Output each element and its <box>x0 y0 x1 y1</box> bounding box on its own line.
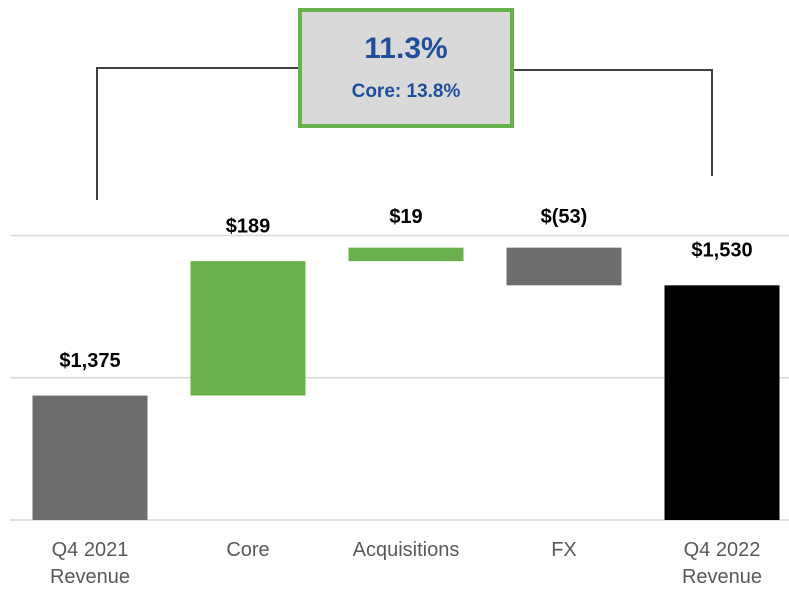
x-tick-label: FX <box>551 539 577 561</box>
annotation-subtitle: Core: 13.8% <box>352 81 461 102</box>
bar <box>32 395 148 520</box>
annotation-title: 11.3% <box>364 32 447 65</box>
value-label: $189 <box>226 215 271 237</box>
x-tick-label: Q4 2022 Revenue <box>681 539 763 588</box>
bracket-left <box>96 67 298 200</box>
value-label: $1,530 <box>691 240 752 262</box>
annotation-box <box>298 8 514 128</box>
bar <box>190 261 306 396</box>
bar <box>348 247 464 262</box>
x-tick-label: Acquisitions <box>352 539 460 561</box>
bar <box>664 285 780 520</box>
value-label: $19 <box>389 206 422 228</box>
value-label: $(53) <box>541 206 588 228</box>
x-tick-label: Core <box>226 539 270 561</box>
value-label: $1,375 <box>59 350 120 372</box>
bracket-right <box>512 69 713 176</box>
bar <box>506 247 622 286</box>
x-tick-label: Q4 2021 Revenue <box>49 539 131 588</box>
